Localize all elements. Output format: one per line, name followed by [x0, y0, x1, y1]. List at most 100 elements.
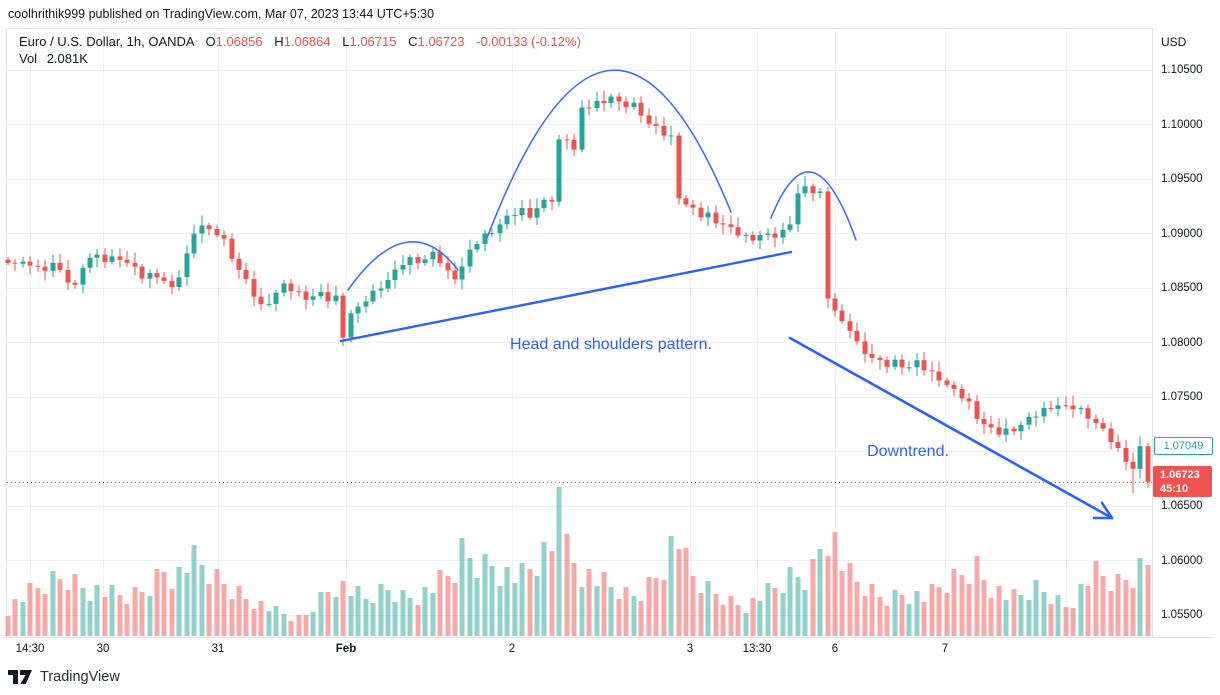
- candle-body: [1063, 405, 1069, 407]
- candle-body: [1115, 442, 1121, 448]
- candle-body: [1003, 428, 1009, 435]
- volume-bar: [94, 585, 100, 636]
- time-tick-label: 13:30: [742, 643, 772, 655]
- price-axis[interactable]: USD 1.10500 1.10000 1.09500 1.09000 1.08500 1…: [1152, 28, 1213, 637]
- volume-bar: [236, 586, 242, 636]
- price-tick-label: 1.07500: [1161, 391, 1203, 403]
- volume-bar: [586, 569, 592, 636]
- volume-bar: [370, 603, 376, 636]
- candle-body: [1018, 424, 1024, 432]
- volume-bar: [191, 545, 197, 636]
- candle-body: [765, 233, 771, 236]
- volume-bar: [258, 601, 264, 636]
- candle-body: [176, 277, 182, 287]
- volume-bar: [847, 563, 853, 636]
- candle-body: [1078, 408, 1084, 410]
- head-arc[interactable]: [486, 69, 732, 239]
- tradingview-logo[interactable]: TradingView: [8, 667, 120, 687]
- candle-body: [601, 100, 607, 104]
- volume-bar: [862, 596, 868, 636]
- candle-body: [385, 280, 391, 289]
- volume-bar: [325, 592, 331, 636]
- candle-body: [169, 280, 175, 287]
- candle-body: [459, 266, 465, 280]
- time-axis[interactable]: 14:30 30 31 Feb 2 3 13:30 6 7: [6, 637, 1213, 663]
- volume-bar: [988, 598, 994, 636]
- volume-bar: [1108, 591, 1114, 636]
- candle-body: [80, 267, 86, 285]
- volume-bar: [407, 598, 413, 636]
- candle-body: [1093, 418, 1099, 423]
- volume-bar: [169, 589, 175, 636]
- volume-bar: [571, 563, 577, 636]
- volume-bar: [1018, 595, 1024, 636]
- candle-body: [72, 282, 78, 285]
- candle-body: [348, 313, 354, 338]
- volume-bar: [474, 578, 480, 636]
- neckline-trendline[interactable]: [339, 250, 793, 343]
- symbol-title[interactable]: Euro / U.S. Dollar, 1h, OANDA: [19, 34, 194, 49]
- drawings-layer: [339, 69, 1114, 520]
- volume-bar: [363, 599, 369, 636]
- left-shoulder-arc[interactable]: [347, 241, 459, 291]
- volume-bar: [273, 606, 279, 636]
- bar-countdown: 45:10: [1160, 482, 1189, 495]
- candle-body: [109, 256, 115, 262]
- volume-bar: [750, 598, 756, 636]
- volume-bar: [12, 599, 18, 636]
- volume-bar: [430, 593, 436, 636]
- candle-body: [288, 283, 294, 292]
- candle-body: [653, 123, 659, 126]
- volume-bar: [1070, 608, 1076, 636]
- candle-body: [199, 225, 205, 234]
- head-and-shoulders-annotation-text[interactable]: Head and shoulders pattern.: [510, 336, 712, 353]
- volume-bar: [519, 563, 525, 636]
- candle-body: [936, 371, 942, 381]
- candle-body: [452, 270, 458, 280]
- right-shoulder-arc[interactable]: [770, 171, 857, 241]
- candle-body: [728, 224, 734, 228]
- volume-bar: [459, 538, 465, 636]
- candle-body: [497, 224, 503, 234]
- volume-bar: [132, 587, 138, 636]
- volume-bar: [184, 573, 190, 636]
- downtrend-annotation-text[interactable]: Downtrend.: [867, 443, 949, 460]
- downtrend-arrow-line[interactable]: [788, 336, 1114, 520]
- candle-body: [42, 266, 48, 271]
- volume-bar: [87, 601, 93, 636]
- volume-bar: [832, 532, 838, 636]
- candle-body: [884, 359, 890, 367]
- candle-body: [1033, 416, 1039, 418]
- volume-bar: [534, 576, 540, 636]
- volume-bar: [20, 602, 26, 636]
- candle-body: [877, 357, 883, 360]
- volume-bar: [221, 584, 227, 636]
- candle-body: [519, 208, 525, 216]
- volume-bar: [1003, 600, 1009, 636]
- volume-bar: [1026, 600, 1032, 636]
- candle-body: [221, 235, 227, 239]
- candle-body: [161, 277, 167, 281]
- candle-body: [825, 191, 831, 299]
- candle-body: [743, 234, 749, 236]
- volume-value: 2.081K: [46, 51, 88, 66]
- price-tick-label: 1.09500: [1161, 173, 1203, 185]
- volume-bar: [467, 558, 473, 636]
- volume-bar: [966, 584, 972, 636]
- candle-body: [467, 249, 473, 267]
- candle-body: [1041, 407, 1047, 417]
- volume-bar: [720, 605, 726, 636]
- candle-body: [355, 306, 361, 314]
- candle-body: [273, 292, 279, 304]
- volume-bar: [839, 571, 845, 636]
- candle-body: [363, 301, 369, 307]
- volume-label[interactable]: Vol: [19, 51, 38, 66]
- candle-body: [124, 259, 130, 263]
- candle-body: [787, 224, 793, 230]
- volume-bar: [690, 576, 696, 636]
- candle-body: [1070, 405, 1076, 410]
- candle-body: [683, 198, 689, 205]
- volume-bar: [951, 569, 957, 636]
